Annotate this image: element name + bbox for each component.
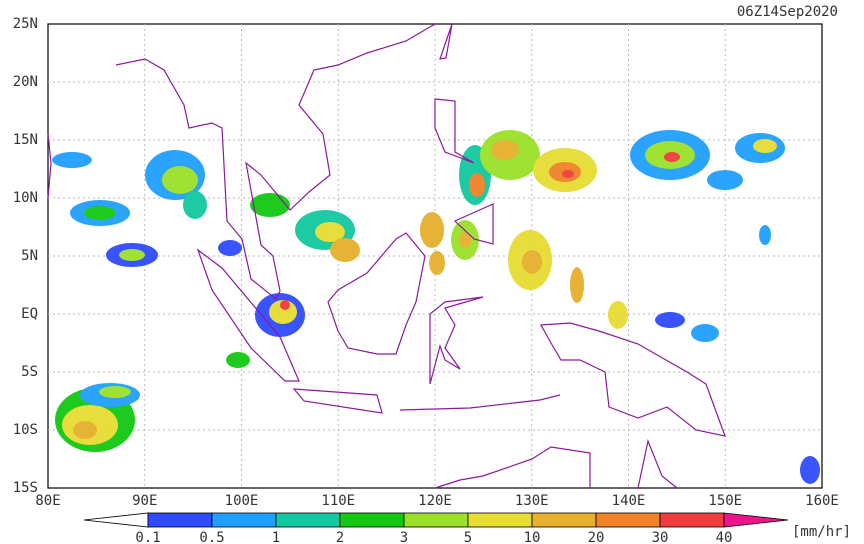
precipitation	[52, 130, 820, 484]
lon-label: 120E	[418, 493, 452, 509]
lon-label: 90E	[132, 493, 157, 509]
lat-label: EQ	[21, 306, 38, 322]
colorbar-segment	[531, 512, 597, 528]
colorbar-segment	[211, 512, 277, 528]
colorbar-segment	[595, 512, 661, 528]
lat-label: 5N	[21, 248, 38, 264]
colorbar-low-end	[83, 512, 149, 528]
colorbar-label: 40	[716, 530, 733, 544]
colorbar-high-end	[723, 512, 789, 528]
lon-label: 160E	[805, 493, 839, 509]
colorbar-label: 10	[524, 530, 541, 544]
colorbar-label: 1	[272, 530, 280, 544]
lon-label: 80E	[35, 493, 60, 509]
lon-label: 110E	[321, 493, 355, 509]
lat-label: 10N	[13, 190, 38, 206]
lat-label: 10S	[13, 422, 38, 438]
map-title: 06Z14Sep2020	[737, 4, 838, 20]
lon-label: 140E	[612, 493, 646, 509]
lon-label: 100E	[225, 493, 259, 509]
colorbar	[83, 512, 789, 528]
lat-label: 15S	[13, 480, 38, 496]
colorbar-segment	[275, 512, 341, 528]
colorbar-segment	[403, 512, 469, 528]
coastlines	[47, 23, 726, 489]
colorbar-label: 2	[336, 530, 344, 544]
lat-label: 20N	[13, 74, 38, 90]
lat-label: 25N	[13, 16, 38, 32]
colorbar-segment	[339, 512, 405, 528]
colorbar-segment	[659, 512, 725, 528]
colorbar-segment	[147, 512, 213, 528]
colorbar-label: 5	[464, 530, 472, 544]
lat-label: 5S	[21, 364, 38, 380]
lat-label: 15N	[13, 132, 38, 148]
colorbar-segment	[467, 512, 533, 528]
colorbar-label: 30	[652, 530, 669, 544]
lon-label: 130E	[515, 493, 549, 509]
colorbar-label: 0.5	[199, 530, 224, 544]
colorbar-label: 0.1	[135, 530, 160, 544]
lon-label: 150E	[708, 493, 742, 509]
colorbar-label: 3	[400, 530, 408, 544]
colorbar-label: 20	[588, 530, 605, 544]
colorbar-unit: [mm/hr]	[792, 524, 851, 540]
